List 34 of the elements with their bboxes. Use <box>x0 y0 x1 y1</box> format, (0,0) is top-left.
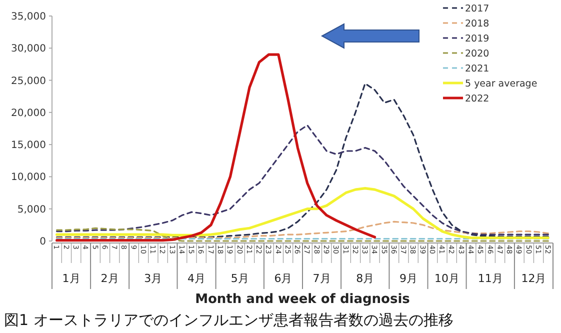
legend-label: 5 year average <box>465 78 538 90</box>
legend-label: 2018 <box>465 18 490 30</box>
text: 4月 <box>188 272 206 285</box>
legend-label: 2021 <box>465 63 490 74</box>
y-tick-label: 5,000 <box>17 204 46 216</box>
line-series <box>56 227 549 242</box>
text: 12月 <box>521 272 546 285</box>
text: 図1 オーストラリアでのインフルエンザ患者報告者数の過去の推移 <box>4 311 454 329</box>
line-series <box>56 186 550 240</box>
y-tick-label: 20,000 <box>11 108 46 119</box>
text: 3月 <box>144 272 162 285</box>
legend-label: 2022 <box>465 93 490 104</box>
y-tick-label: 25,000 <box>11 76 46 87</box>
x-axis-title: Month and week of diagnosis <box>195 292 410 307</box>
legend-label: 2020 <box>465 48 490 60</box>
y-tick-label: 30,000 <box>11 44 46 55</box>
text: 7月 <box>312 272 331 285</box>
y-tick-label: 15,000 <box>11 140 46 152</box>
text: 9月 <box>399 272 418 285</box>
text: 6月 <box>274 272 292 285</box>
line-series <box>56 124 549 236</box>
legend-label: 2019 <box>465 33 490 44</box>
text: 2月 <box>100 272 119 285</box>
text: 8月 <box>356 272 374 285</box>
text: 11月 <box>478 272 503 285</box>
y-tick-label: 10,000 <box>11 172 46 184</box>
text: 5月 <box>230 272 249 285</box>
y-tick-label: 35,000 <box>11 12 46 22</box>
legend-label: 2017 <box>465 3 490 14</box>
line-series <box>56 53 376 242</box>
text: 1月 <box>62 272 80 285</box>
text: 10月 <box>434 272 460 285</box>
y-tick-label: 0 <box>40 236 46 248</box>
line-series <box>56 220 549 239</box>
